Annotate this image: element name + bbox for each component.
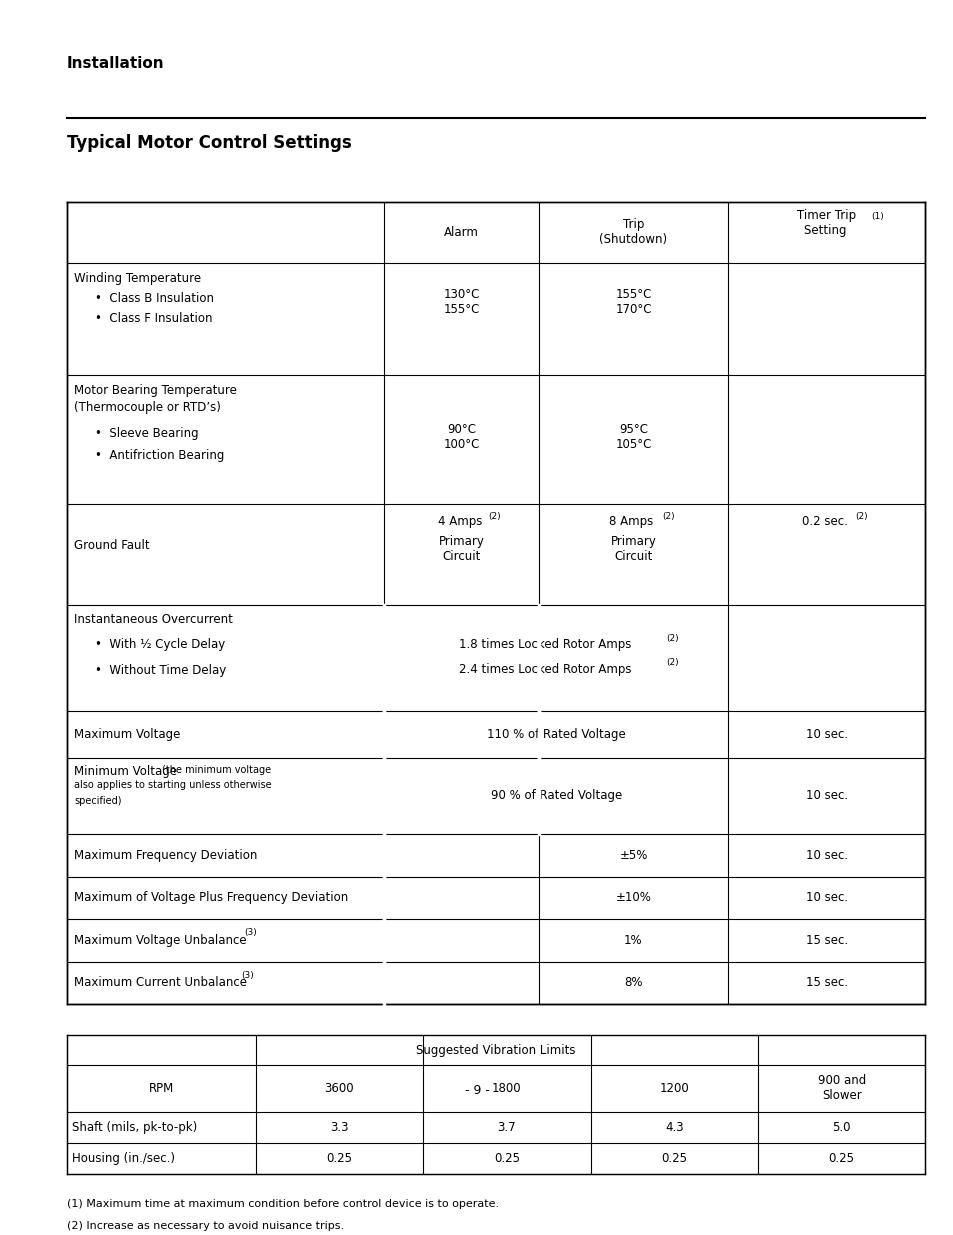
Text: 8 Amps: 8 Amps	[609, 515, 657, 527]
Text: (3): (3)	[241, 971, 253, 979]
Text: ±5%: ±5%	[618, 848, 647, 862]
Text: also applies to starting unless otherwise: also applies to starting unless otherwis…	[74, 781, 272, 790]
Text: 8%: 8%	[623, 977, 642, 989]
Text: Housing (in./sec.): Housing (in./sec.)	[71, 1152, 174, 1165]
Text: Trip
(Shutdown): Trip (Shutdown)	[598, 219, 667, 246]
Text: - 9 -: - 9 -	[464, 1084, 489, 1097]
Text: (2) Increase as necessary to avoid nuisance trips.: (2) Increase as necessary to avoid nuisa…	[67, 1221, 343, 1231]
Text: RPM: RPM	[149, 1082, 173, 1094]
Text: Maximum Voltage Unbalance: Maximum Voltage Unbalance	[74, 934, 251, 947]
Text: •  With ½ Cycle Delay: • With ½ Cycle Delay	[95, 638, 226, 651]
Text: 110 % of Rated Voltage: 110 % of Rated Voltage	[486, 727, 625, 741]
Text: Ground Fault: Ground Fault	[74, 538, 150, 552]
Text: 3.7: 3.7	[497, 1121, 516, 1134]
Text: 1.8 times Locked Rotor Amps: 1.8 times Locked Rotor Amps	[458, 638, 634, 651]
Text: Suggested Vibration Limits: Suggested Vibration Limits	[416, 1044, 576, 1056]
Text: Motor Bearing Temperature: Motor Bearing Temperature	[74, 384, 237, 396]
Text: Maximum Frequency Deviation: Maximum Frequency Deviation	[74, 848, 257, 862]
Text: •  Sleeve Bearing: • Sleeve Bearing	[95, 426, 199, 440]
Text: (2): (2)	[665, 634, 678, 642]
Text: 130°C
155°C: 130°C 155°C	[443, 288, 479, 316]
Text: 0.25: 0.25	[494, 1152, 519, 1165]
Text: (Thermocouple or RTD’s): (Thermocouple or RTD’s)	[74, 401, 221, 414]
Text: 0.25: 0.25	[828, 1152, 854, 1165]
Text: 10 sec.: 10 sec.	[804, 727, 847, 741]
Text: 2.4 times Locked Rotor Amps: 2.4 times Locked Rotor Amps	[458, 663, 634, 676]
Text: (1): (1)	[870, 212, 882, 221]
Text: Maximum Voltage: Maximum Voltage	[74, 727, 181, 741]
Text: 3.3: 3.3	[330, 1121, 348, 1134]
Text: 155°C
170°C: 155°C 170°C	[615, 288, 651, 316]
Text: 90 % of Rated Voltage: 90 % of Rated Voltage	[490, 789, 621, 803]
Text: Installation: Installation	[67, 56, 164, 70]
Text: (2): (2)	[854, 511, 867, 521]
Text: Typical Motor Control Settings: Typical Motor Control Settings	[67, 135, 351, 152]
Text: 90°C
100°C: 90°C 100°C	[443, 424, 479, 451]
Text: •  Class B Insulation: • Class B Insulation	[95, 293, 214, 305]
Text: 4.3: 4.3	[664, 1121, 683, 1134]
Text: •  Without Time Delay: • Without Time Delay	[95, 664, 227, 677]
Text: 5.0: 5.0	[832, 1121, 850, 1134]
Text: Winding Temperature: Winding Temperature	[74, 272, 201, 285]
Text: 95°C
105°C: 95°C 105°C	[615, 424, 651, 451]
Text: Maximum of Voltage Plus Frequency Deviation: Maximum of Voltage Plus Frequency Deviat…	[74, 892, 348, 904]
Text: (2): (2)	[665, 658, 678, 667]
Text: Primary
Circuit: Primary Circuit	[438, 535, 484, 563]
Text: specified): specified)	[74, 795, 122, 806]
Text: 900 and
Slower: 900 and Slower	[817, 1074, 865, 1102]
Text: 0.25: 0.25	[660, 1152, 686, 1165]
Text: •  Class F Insulation: • Class F Insulation	[95, 312, 213, 325]
Text: 10 sec.: 10 sec.	[804, 789, 847, 803]
Text: •  Antifriction Bearing: • Antifriction Bearing	[95, 448, 225, 462]
Text: 1800: 1800	[492, 1082, 521, 1094]
Text: 0.2 sec.: 0.2 sec.	[801, 515, 851, 527]
Text: Maximum Current Unbalance: Maximum Current Unbalance	[74, 977, 251, 989]
Text: (2): (2)	[661, 511, 674, 521]
Text: 10 sec.: 10 sec.	[804, 848, 847, 862]
Text: Timer Trip
Setting: Timer Trip Setting	[797, 209, 855, 237]
Text: (the minimum voltage: (the minimum voltage	[162, 764, 271, 774]
Text: 1%: 1%	[623, 934, 642, 947]
Text: 15 sec.: 15 sec.	[804, 977, 847, 989]
Text: Instantaneous Overcurrent: Instantaneous Overcurrent	[74, 614, 233, 626]
Text: Shaft (mils, pk-to-pk): Shaft (mils, pk-to-pk)	[71, 1121, 196, 1134]
Text: 1200: 1200	[659, 1082, 688, 1094]
Text: Primary
Circuit: Primary Circuit	[610, 535, 656, 563]
Text: Minimum Voltage: Minimum Voltage	[74, 764, 181, 778]
Text: 0.25: 0.25	[326, 1152, 352, 1165]
Text: 10 sec.: 10 sec.	[804, 892, 847, 904]
Text: ±10%: ±10%	[615, 892, 651, 904]
Text: Alarm: Alarm	[444, 226, 478, 238]
Text: 15 sec.: 15 sec.	[804, 934, 847, 947]
Text: 4 Amps: 4 Amps	[437, 515, 485, 527]
Text: (3): (3)	[244, 927, 256, 937]
Text: (1) Maximum time at maximum condition before control device is to operate.: (1) Maximum time at maximum condition be…	[67, 1199, 498, 1209]
Text: 3600: 3600	[324, 1082, 354, 1094]
Text: (2): (2)	[488, 511, 500, 521]
